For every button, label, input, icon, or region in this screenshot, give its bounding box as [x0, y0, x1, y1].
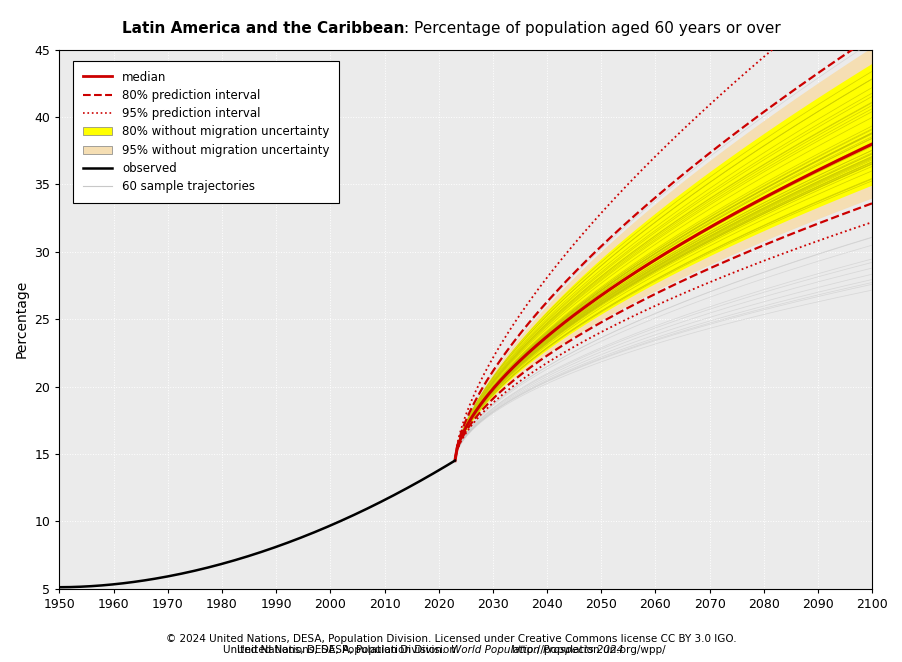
Text: Latin America and the Caribbean: Latin America and the Caribbean	[122, 21, 404, 36]
Text: : Percentage of population aged 60 years or over: : Percentage of population aged 60 years…	[404, 21, 780, 36]
Text: United Nations, DESA, Population Division.: United Nations, DESA, Population Divisio…	[223, 645, 451, 655]
Text: World Population Prospects 2024: World Population Prospects 2024	[451, 645, 623, 655]
Text: United Nations, DESA, Population Division.          http://population.un.org/wpp: United Nations, DESA, Population Divisio…	[237, 645, 665, 655]
Y-axis label: Percentage: Percentage	[15, 280, 29, 358]
Legend: median, 80% prediction interval, 95% prediction interval, 80% without migration : median, 80% prediction interval, 95% pre…	[73, 61, 338, 203]
Text: © 2024 United Nations, DESA, Population Division. Licensed under Creative Common: © 2024 United Nations, DESA, Population …	[166, 634, 736, 644]
